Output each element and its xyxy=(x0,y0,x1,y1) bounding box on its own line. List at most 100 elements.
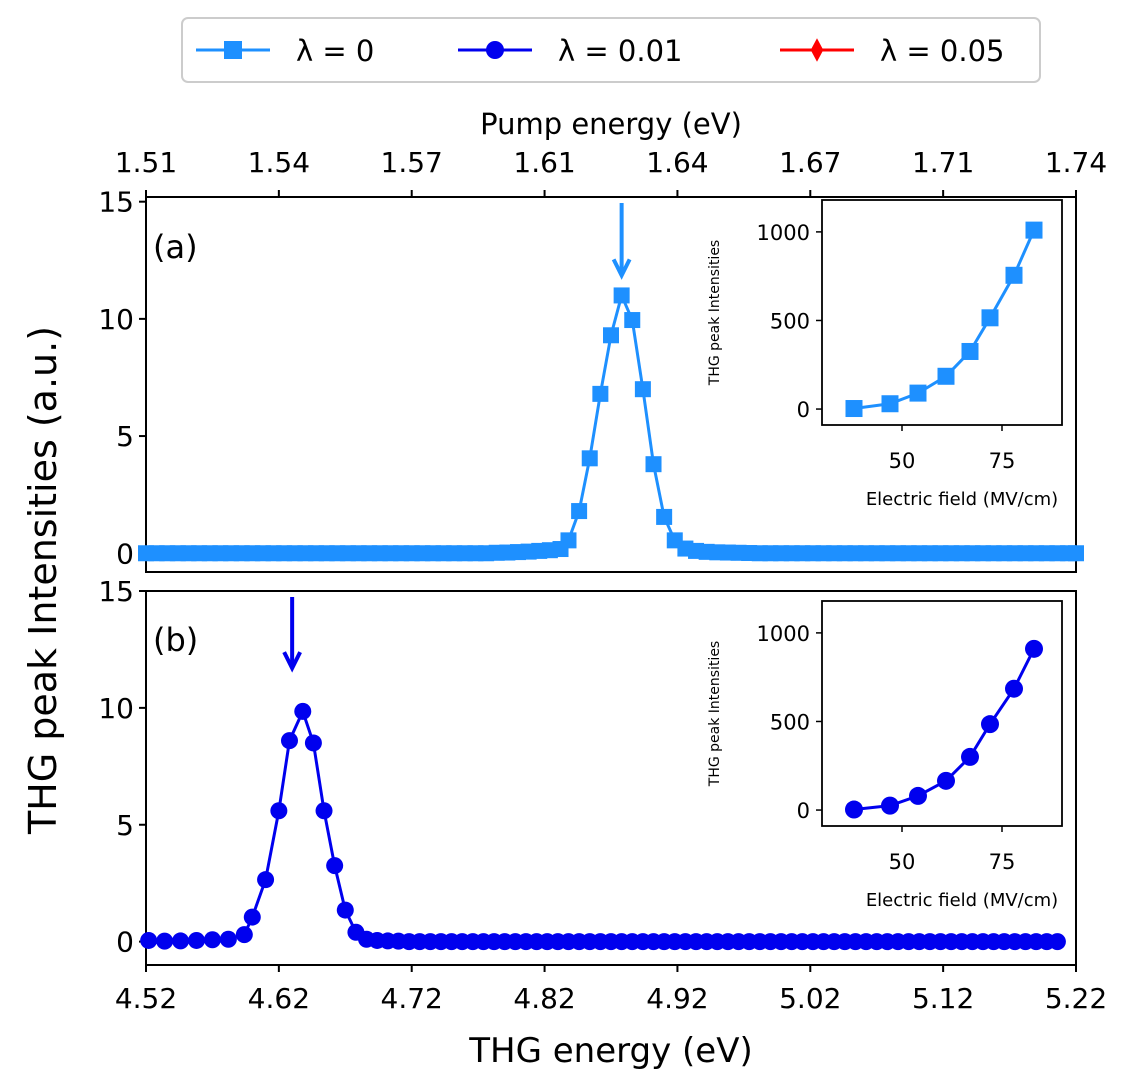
panel-a-inset-frame xyxy=(821,199,1063,426)
top-tick-label-0: 1.51 xyxy=(115,146,177,179)
panel-b-inset-ytick-label-1: 500 xyxy=(770,710,810,734)
panel-a-point-47 xyxy=(634,381,651,398)
top-tick-label-3: 1.61 xyxy=(513,146,575,179)
panel-b: (b) 0 5 10 15 50 75 0 500 1000 Electric field (M… xyxy=(98,575,1077,966)
panel-a-point-88 xyxy=(1068,545,1084,562)
panel-b-ytick-label-0: 0 xyxy=(116,926,134,959)
legend-label-0: λ = 0 xyxy=(296,34,374,68)
panel-a-point-48 xyxy=(645,456,662,473)
top-tick-label-5: 1.67 xyxy=(779,146,841,179)
panel-b-arrow-head xyxy=(282,651,302,673)
top-tick-label-6: 1.71 xyxy=(912,146,974,179)
panel-b-point-3 xyxy=(187,931,205,949)
panel-a-ytick-label-2: 10 xyxy=(98,303,134,336)
panel-b-inset-point-0 xyxy=(845,800,863,819)
panel-b-inset-xtick-label-1: 75 xyxy=(989,850,1016,874)
panel-b-point-4 xyxy=(203,931,221,949)
panel-a-point-46 xyxy=(624,312,641,329)
bottom-axis-ticks: 4.52 4.62 4.72 4.82 4.92 5.02 5.12 5.22 xyxy=(115,965,1107,1015)
panel-b-point-10 xyxy=(280,732,298,750)
panel-a-point-44 xyxy=(603,327,619,344)
panel-a-inset-ytick-label-0: 0 xyxy=(797,398,810,422)
panel-a-inset-point-5 xyxy=(981,309,999,327)
panel-a-inset-ytick-label-2: 1000 xyxy=(757,221,810,245)
panel-b-point-0 xyxy=(140,931,158,949)
panel-a-ytick-label-0: 0 xyxy=(116,537,134,570)
top-tick-label-7: 1.74 xyxy=(1045,146,1107,179)
panel-a-inset-point-7 xyxy=(1025,221,1043,239)
panel-b-inset-point-2 xyxy=(909,786,927,805)
panel-a-point-45 xyxy=(613,287,630,304)
panel-a-label: (a) xyxy=(153,228,198,266)
panel-b-inset-xlabel: Electric field (MV/cm) xyxy=(866,890,1058,911)
panel-a-inset-xtick-label-1: 75 xyxy=(989,449,1016,473)
legend-item-2: λ = 0.05 xyxy=(780,34,1004,68)
panel-b-inset-point-6 xyxy=(1005,679,1023,698)
y-axis-label: THG peak Intensities (a.u.) xyxy=(21,326,65,835)
legend-marker-0 xyxy=(224,41,242,59)
panel-a-inset-ytick-label-1: 500 xyxy=(770,309,810,333)
bottom-tick-label-2: 4.72 xyxy=(381,982,443,1015)
bottom-tick-label-0: 4.52 xyxy=(115,982,177,1015)
legend: λ = 0 λ = 0.01 λ = 0.05 xyxy=(181,17,1041,83)
panel-b-inset-ylabel: THG peak Intensities xyxy=(707,641,723,787)
panel-a-inset-point-4 xyxy=(961,342,979,360)
panel-a-ytick-label-3: 15 xyxy=(98,186,134,219)
panel-b-inset-ytick-label-0: 0 xyxy=(797,799,810,823)
top-axis-label: Pump energy (eV) xyxy=(480,107,742,141)
panel-a-inset-point-1 xyxy=(881,395,899,413)
top-tick-label-1: 1.54 xyxy=(248,146,310,179)
legend-marker-1 xyxy=(486,41,504,59)
panel-a-point-42 xyxy=(581,450,598,467)
top-tick-label-4: 1.64 xyxy=(646,146,708,179)
bottom-tick-label-6: 5.12 xyxy=(912,982,974,1015)
panel-b-point-8 xyxy=(257,871,275,889)
panel-a-point-43 xyxy=(592,385,609,402)
panel-b-inset-point-7 xyxy=(1025,639,1043,658)
panel-b-inset-frame xyxy=(821,600,1063,827)
panel-b-point-6 xyxy=(235,926,253,944)
panel-b-label: (b) xyxy=(153,621,198,659)
bottom-axis-label: THG energy (eV) xyxy=(468,1031,752,1071)
panel-b-point-7 xyxy=(243,908,261,926)
panel-b-point-11 xyxy=(294,702,312,720)
panel-b-point-1 xyxy=(156,932,174,950)
legend-label-1: λ = 0.01 xyxy=(558,34,682,68)
panel-a-point-41 xyxy=(571,503,588,520)
legend-frame xyxy=(181,17,1041,83)
bottom-tick-label-1: 4.62 xyxy=(248,982,310,1015)
panel-b-point-14 xyxy=(326,857,344,875)
panel-a-inset-point-6 xyxy=(1005,266,1023,284)
panel-a-frame xyxy=(145,196,1077,573)
panel-a-inset-ylabel: THG peak Intensities xyxy=(707,240,723,386)
panel-a-point-40 xyxy=(560,532,577,549)
panel-a-ytick-label-1: 5 xyxy=(116,420,134,453)
panel-b-inset-xtick-label-0: 50 xyxy=(889,850,916,874)
panel-a-inset-point-0 xyxy=(845,400,863,418)
legend-marker-2 xyxy=(810,38,824,62)
bottom-tick-label-7: 5.22 xyxy=(1045,982,1107,1015)
panel-a-inset-xlabel: Electric field (MV/cm) xyxy=(866,489,1058,510)
panel-b-ytick-label-3: 15 xyxy=(98,575,134,608)
panel-b-point-13 xyxy=(315,802,333,820)
bottom-tick-label-5: 5.02 xyxy=(779,982,841,1015)
panel-b-point-12 xyxy=(304,734,322,752)
panel-b-inset-point-5 xyxy=(981,715,999,734)
bottom-tick-label-4: 4.92 xyxy=(646,982,708,1015)
top-axis-ticks: 1.51 1.54 1.57 1.61 1.64 1.67 1.71 1.74 xyxy=(115,146,1107,197)
panel-b-inset-point-3 xyxy=(937,771,955,790)
panel-b-point-5 xyxy=(219,930,237,948)
panel-b-inset-point-4 xyxy=(961,747,979,766)
panel-b-frame xyxy=(145,590,1077,966)
legend-item-1: λ = 0.01 xyxy=(458,34,682,68)
bottom-tick-label-3: 4.82 xyxy=(513,982,575,1015)
panel-b-point-82 xyxy=(1048,933,1066,951)
panel-a-inset-xtick-label-0: 50 xyxy=(889,449,916,473)
panel-b-point-15 xyxy=(336,901,354,919)
legend-item-0: λ = 0 xyxy=(196,34,374,68)
legend-label-2: λ = 0.05 xyxy=(880,34,1004,68)
panel-a-arrow-head xyxy=(611,258,632,280)
top-tick-label-2: 1.57 xyxy=(381,146,443,179)
panel-b-inset-point-1 xyxy=(881,796,899,815)
